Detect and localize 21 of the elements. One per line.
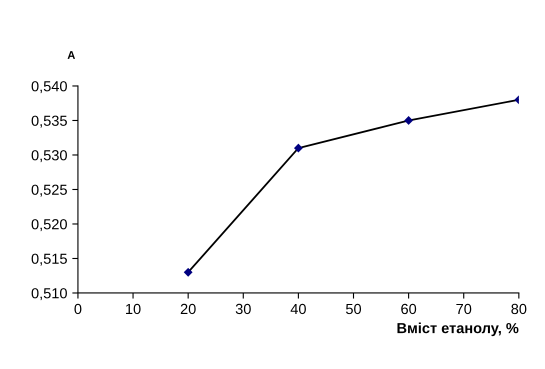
x-tick-label: 50 xyxy=(346,304,362,314)
point xyxy=(404,116,413,125)
y-tick-label: 0,525 xyxy=(32,184,67,197)
y-tick-label: 0,520 xyxy=(32,219,67,232)
y-tick-label: 0,530 xyxy=(32,150,67,162)
y-axis-title: A xyxy=(68,51,76,59)
x-axis-title: Вміст етанолу, % xyxy=(397,322,518,336)
y-tick-label: 0,535 xyxy=(32,116,67,128)
y-tick-label: 0,510 xyxy=(32,288,67,300)
y-tick-label: 0,515 xyxy=(32,254,67,266)
x-tick-label: 20 xyxy=(180,304,196,314)
x-tick-label: 30 xyxy=(236,304,251,314)
x-tick-label: 70 xyxy=(456,304,472,314)
y-tick-label: 0,540 xyxy=(32,81,67,94)
point xyxy=(184,268,192,276)
point xyxy=(294,144,303,152)
x-tick-label: 60 xyxy=(401,304,416,314)
x-tick-label: 40 xyxy=(290,304,306,314)
x-tick-label: 10 xyxy=(126,304,141,314)
x-tick-label: 80 xyxy=(511,304,526,314)
x-tick-label: 0 xyxy=(74,304,82,314)
